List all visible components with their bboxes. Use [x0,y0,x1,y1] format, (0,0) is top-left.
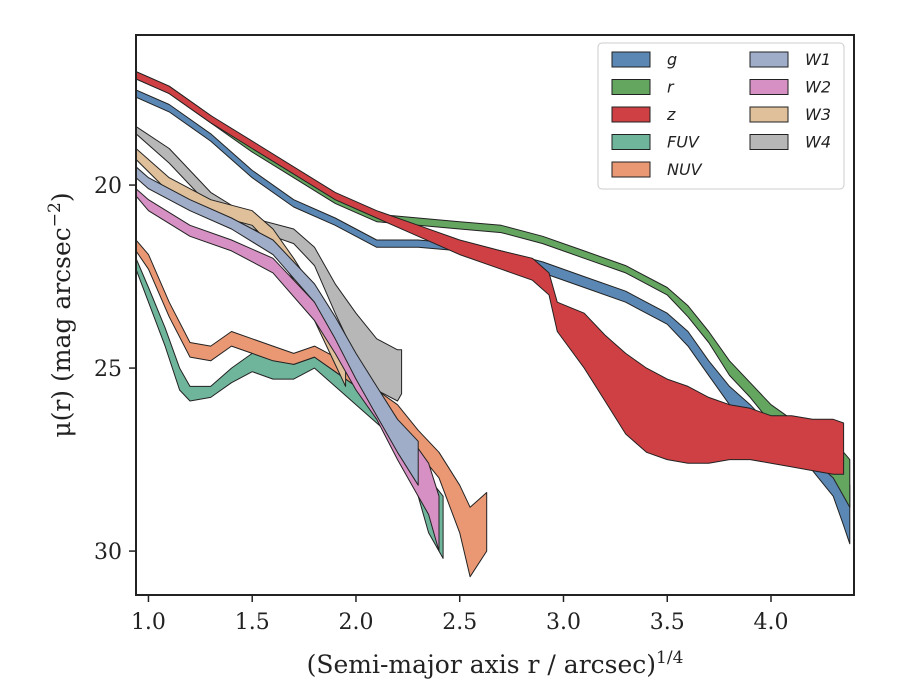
legend-label-W4: W4 [805,133,831,152]
legend-swatch-FUV [611,134,651,150]
legend-label-z: z [666,105,676,124]
x-tick-label: 2.5 [442,610,477,635]
legend-swatch-W4 [749,134,789,150]
band-z [136,71,845,475]
legend-swatch-r [611,79,651,95]
legend-label-r: r [667,78,675,97]
y-axis-ticks: 20 25 30 [94,174,136,565]
y-tick-label: 25 [94,357,122,382]
plot-frame [135,34,855,596]
legend-label-NUV: NUV [667,160,703,179]
legend-label-FUV: FUV [667,133,700,152]
legend: grz FUV NUV W1 W2 W3 W4 [597,42,845,190]
legend-swatch-NUV [611,161,651,178]
y-tick-label: 20 [94,174,122,199]
x-tick-label: 3.5 [650,610,685,635]
y-axis-title: μ(r) (mag arcsec−2) [45,192,76,437]
legend-label-W2: W2 [805,78,831,97]
x-axis-title: (Semi-major axis r / arcsec)1/4 [307,648,684,679]
x-tick-label: 4.0 [753,610,788,635]
x-tick-label: 2.0 [338,610,373,635]
x-tick-label: 1.0 [131,610,166,635]
legend-label-W1: W1 [805,50,831,69]
x-axis-ticks: 1.0 1.5 2.0 2.5 3.0 3.5 4.0 [131,595,788,635]
legend-swatch-g [611,51,651,68]
legend-swatch-W2 [749,79,789,95]
x-tick-label: 1.5 [235,610,270,635]
x-tick-label: 3.0 [546,610,581,635]
series-bands [136,71,851,578]
y-tick-label: 30 [94,540,122,565]
legend-label-g: g [667,50,677,69]
band-W1 [136,166,419,486]
legend-label-W3: W3 [805,105,831,124]
band-W2 [136,188,440,552]
band-NUV [136,239,488,578]
legend-swatch-z [611,106,651,123]
legend-swatch-W1 [749,51,789,68]
legend-swatch-W3 [749,106,789,123]
